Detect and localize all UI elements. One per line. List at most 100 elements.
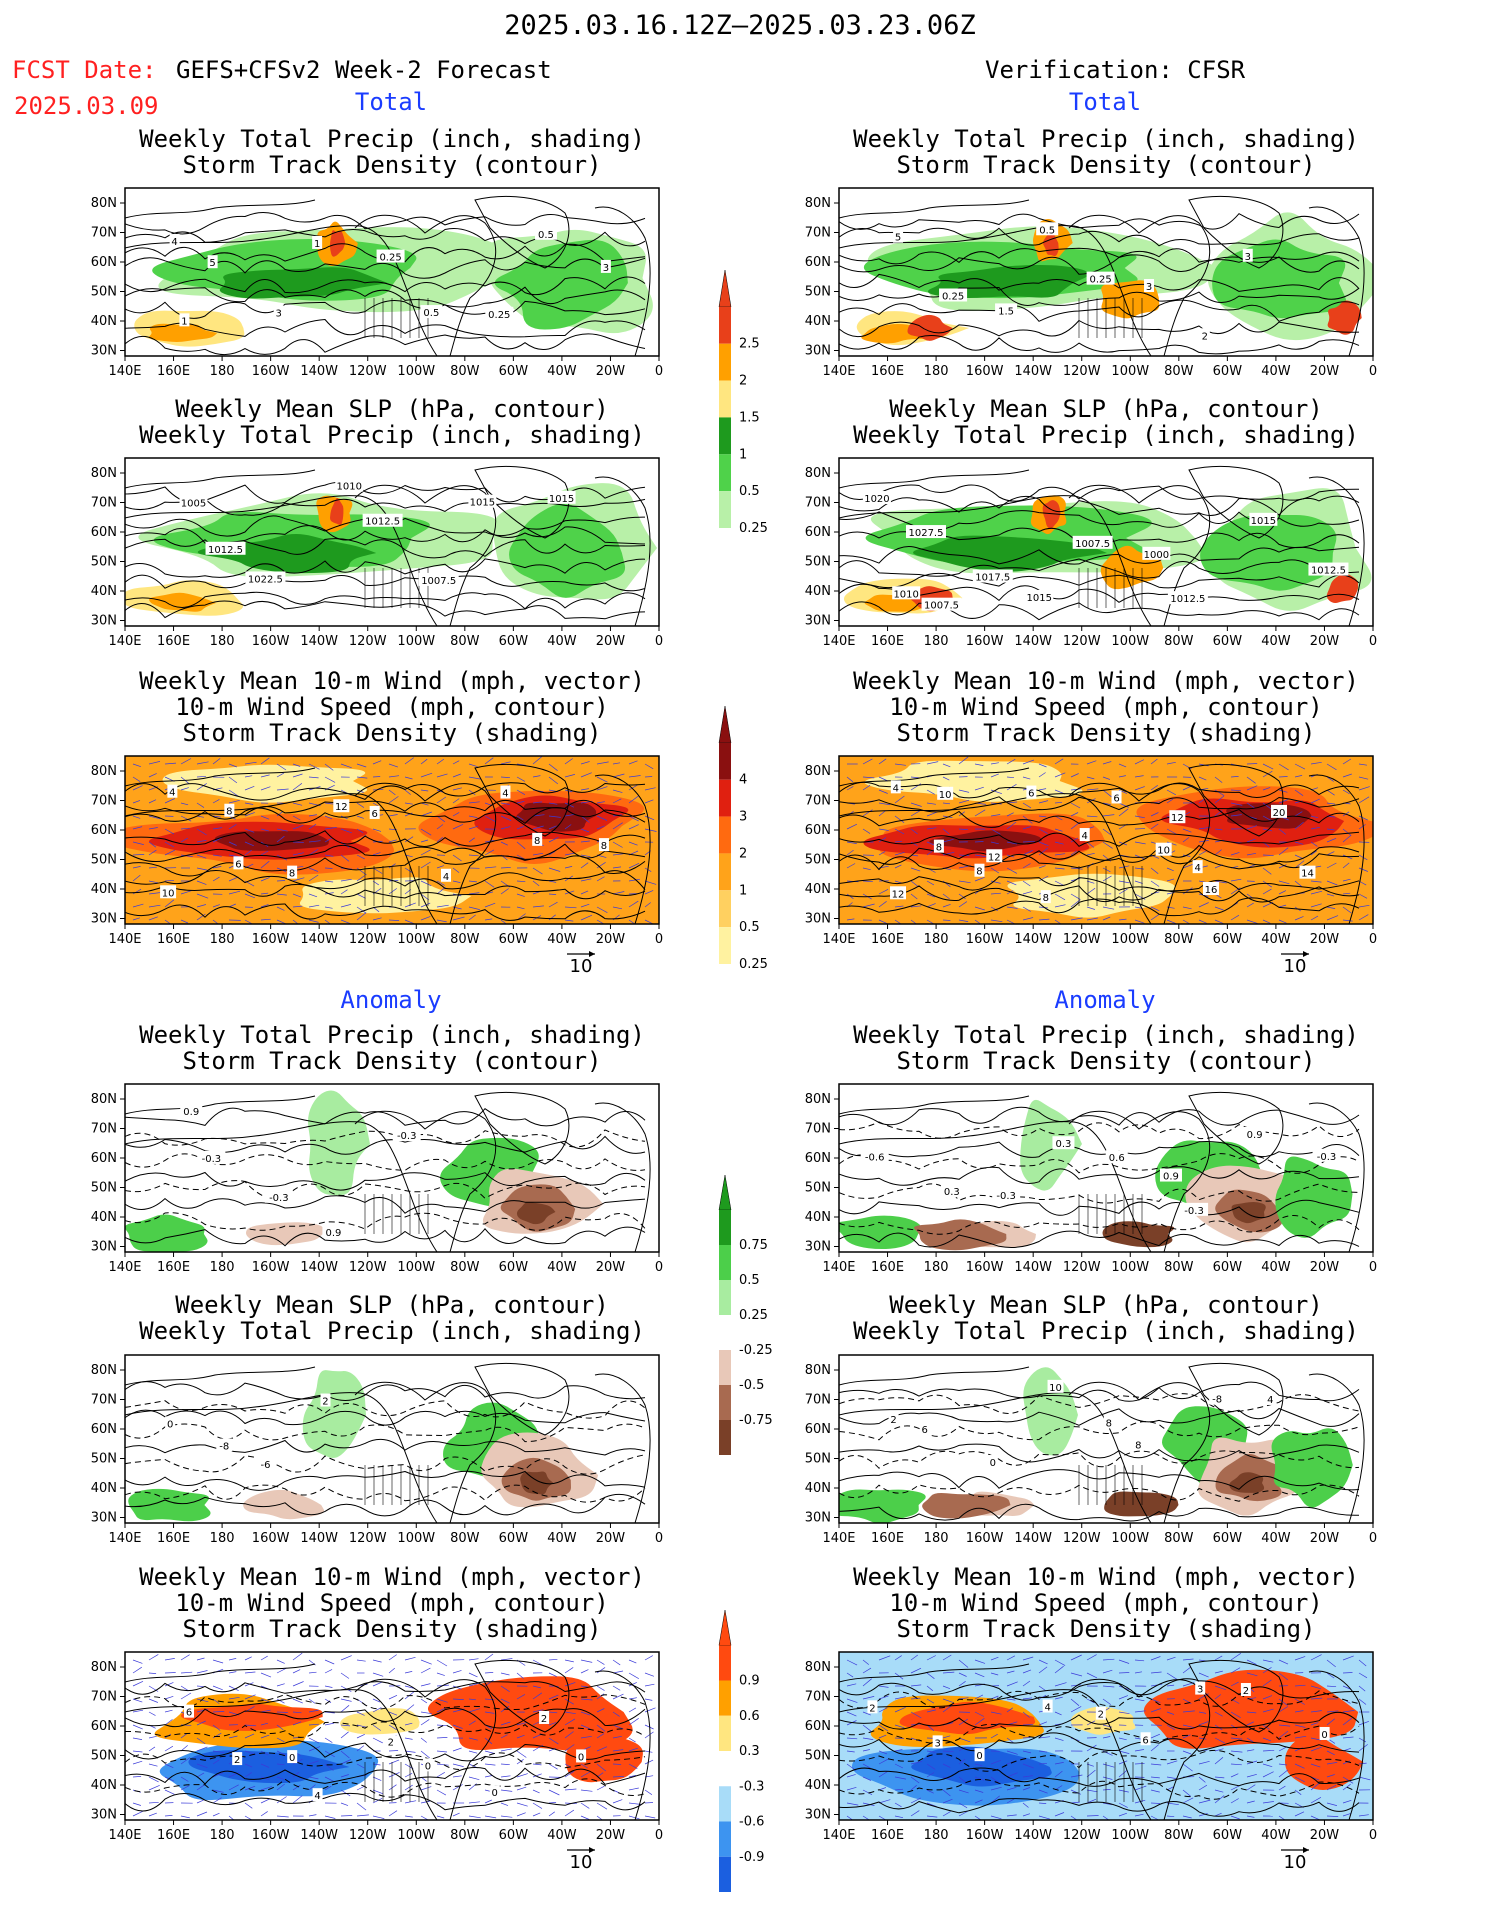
lon-tick-label: 140W <box>300 1260 338 1275</box>
wind-vector <box>926 811 938 817</box>
wind-vector <box>1214 1789 1224 1793</box>
contour-label: 10 <box>939 790 952 801</box>
lon-tick-label: 160E <box>871 932 904 947</box>
wind-vector <box>1150 1656 1161 1661</box>
wind-vector <box>564 1809 575 1817</box>
wind-vector <box>1278 1746 1288 1752</box>
contour-line <box>839 1690 1360 1709</box>
contour-label-bg <box>160 885 177 899</box>
colorbar-tick-label: 0.25 <box>739 957 768 972</box>
storm-band <box>162 764 368 803</box>
wind-vector <box>324 880 334 883</box>
lon-tick-label: 100W <box>397 932 435 947</box>
wind-vector <box>1294 775 1303 778</box>
wind-vector <box>628 1659 637 1664</box>
lat-tick-label: 40N <box>91 1210 117 1225</box>
wind-vector <box>942 1735 951 1739</box>
wind-vector <box>1278 919 1287 924</box>
wind-vector <box>1310 1697 1323 1700</box>
wind-vector <box>1214 1711 1223 1717</box>
wind-vector <box>1310 1685 1322 1690</box>
lon-tick-label: 100W <box>397 1260 435 1275</box>
wind-vector <box>596 815 608 821</box>
wind-vector <box>260 860 270 869</box>
wind-vector <box>1230 1798 1239 1804</box>
wind-vector <box>1102 841 1113 849</box>
contour-label: 1015 <box>549 494 574 505</box>
wind-vector <box>1022 1775 1033 1778</box>
wind-vector <box>436 773 448 778</box>
wind-vector <box>612 1763 622 1765</box>
contour-label: 8 <box>1135 1440 1141 1451</box>
wind-vector <box>910 1684 922 1687</box>
wind-vector <box>292 1669 301 1674</box>
wind-vector <box>1118 918 1127 921</box>
wind-vector <box>612 841 623 848</box>
wind-vector <box>548 1811 556 1817</box>
wind-vector <box>1230 789 1241 792</box>
wind-vector <box>1150 880 1160 887</box>
wind-vector <box>196 913 206 921</box>
contour-line <box>125 1493 646 1517</box>
wind-vector <box>1278 1706 1289 1713</box>
lon-tick-label: 60W <box>1213 364 1243 379</box>
wind-vector <box>260 918 271 921</box>
wind-vector <box>1294 1710 1304 1713</box>
wind-vector <box>1054 1812 1065 1817</box>
lat-tick-label: 30N <box>91 344 117 359</box>
wind-vector <box>132 1698 143 1703</box>
lon-tick-label: 160W <box>252 364 290 379</box>
contour-label: 3 <box>934 1738 940 1749</box>
wind-vector <box>878 1724 889 1732</box>
precip-anom-band <box>243 1489 325 1520</box>
contour-label: 4 <box>171 237 177 248</box>
wind-vector <box>942 763 951 768</box>
wind-vector <box>180 815 192 822</box>
contour-label: 6 <box>922 1425 928 1436</box>
contour-line <box>125 498 646 516</box>
contour-label: 0.9 <box>183 1107 199 1118</box>
contour-label: -8 <box>1212 1395 1222 1406</box>
wind-vector <box>564 758 573 765</box>
contour-label: -0.3 <box>397 1131 417 1142</box>
coastline-greenland <box>474 1660 570 1733</box>
wind-vector <box>1070 917 1083 921</box>
contour-line <box>839 1381 1360 1402</box>
wind-vector <box>436 904 449 908</box>
lon-tick-label: 0 <box>1369 364 1377 379</box>
wind-vector <box>1358 1698 1367 1705</box>
lon-tick-label: 80W <box>1164 364 1194 379</box>
colorbar-tick-label: 2 <box>739 846 747 861</box>
wind-vector <box>420 1683 431 1687</box>
wind-vector <box>164 1789 175 1795</box>
wind-vector <box>244 812 255 817</box>
lon-tick-label: 160E <box>157 634 190 649</box>
wind-vector <box>212 854 222 857</box>
colorbar-tick-label: -0.9 <box>739 1850 764 1865</box>
contour-label: 8 <box>226 807 232 818</box>
wind-vector <box>228 890 241 895</box>
lon-tick-label: 100W <box>1111 932 1149 947</box>
wind-vector <box>500 1748 512 1752</box>
wind-vector <box>1166 878 1175 882</box>
wind-vector <box>132 1810 144 1817</box>
lon-tick-label: 120W <box>1063 364 1101 379</box>
wind-vector <box>164 1682 174 1687</box>
wind-vector <box>452 1724 463 1729</box>
wind-vector <box>516 841 526 850</box>
wind-vector <box>484 757 494 765</box>
wind-vector <box>372 917 382 921</box>
wind-vector <box>644 776 653 778</box>
wind-vector <box>1182 1815 1192 1819</box>
wind-vector <box>1150 867 1159 874</box>
colorbar-segment <box>719 890 731 928</box>
wind-vector <box>628 775 641 778</box>
wind-vector <box>484 902 496 908</box>
colorbar-segment <box>719 1245 731 1280</box>
wind-vector <box>1262 1679 1272 1687</box>
wind-vector <box>1054 815 1063 821</box>
contour-label: 0.5 <box>423 308 439 319</box>
contour-label-bg <box>1192 860 1203 874</box>
wind-vector <box>356 893 366 899</box>
